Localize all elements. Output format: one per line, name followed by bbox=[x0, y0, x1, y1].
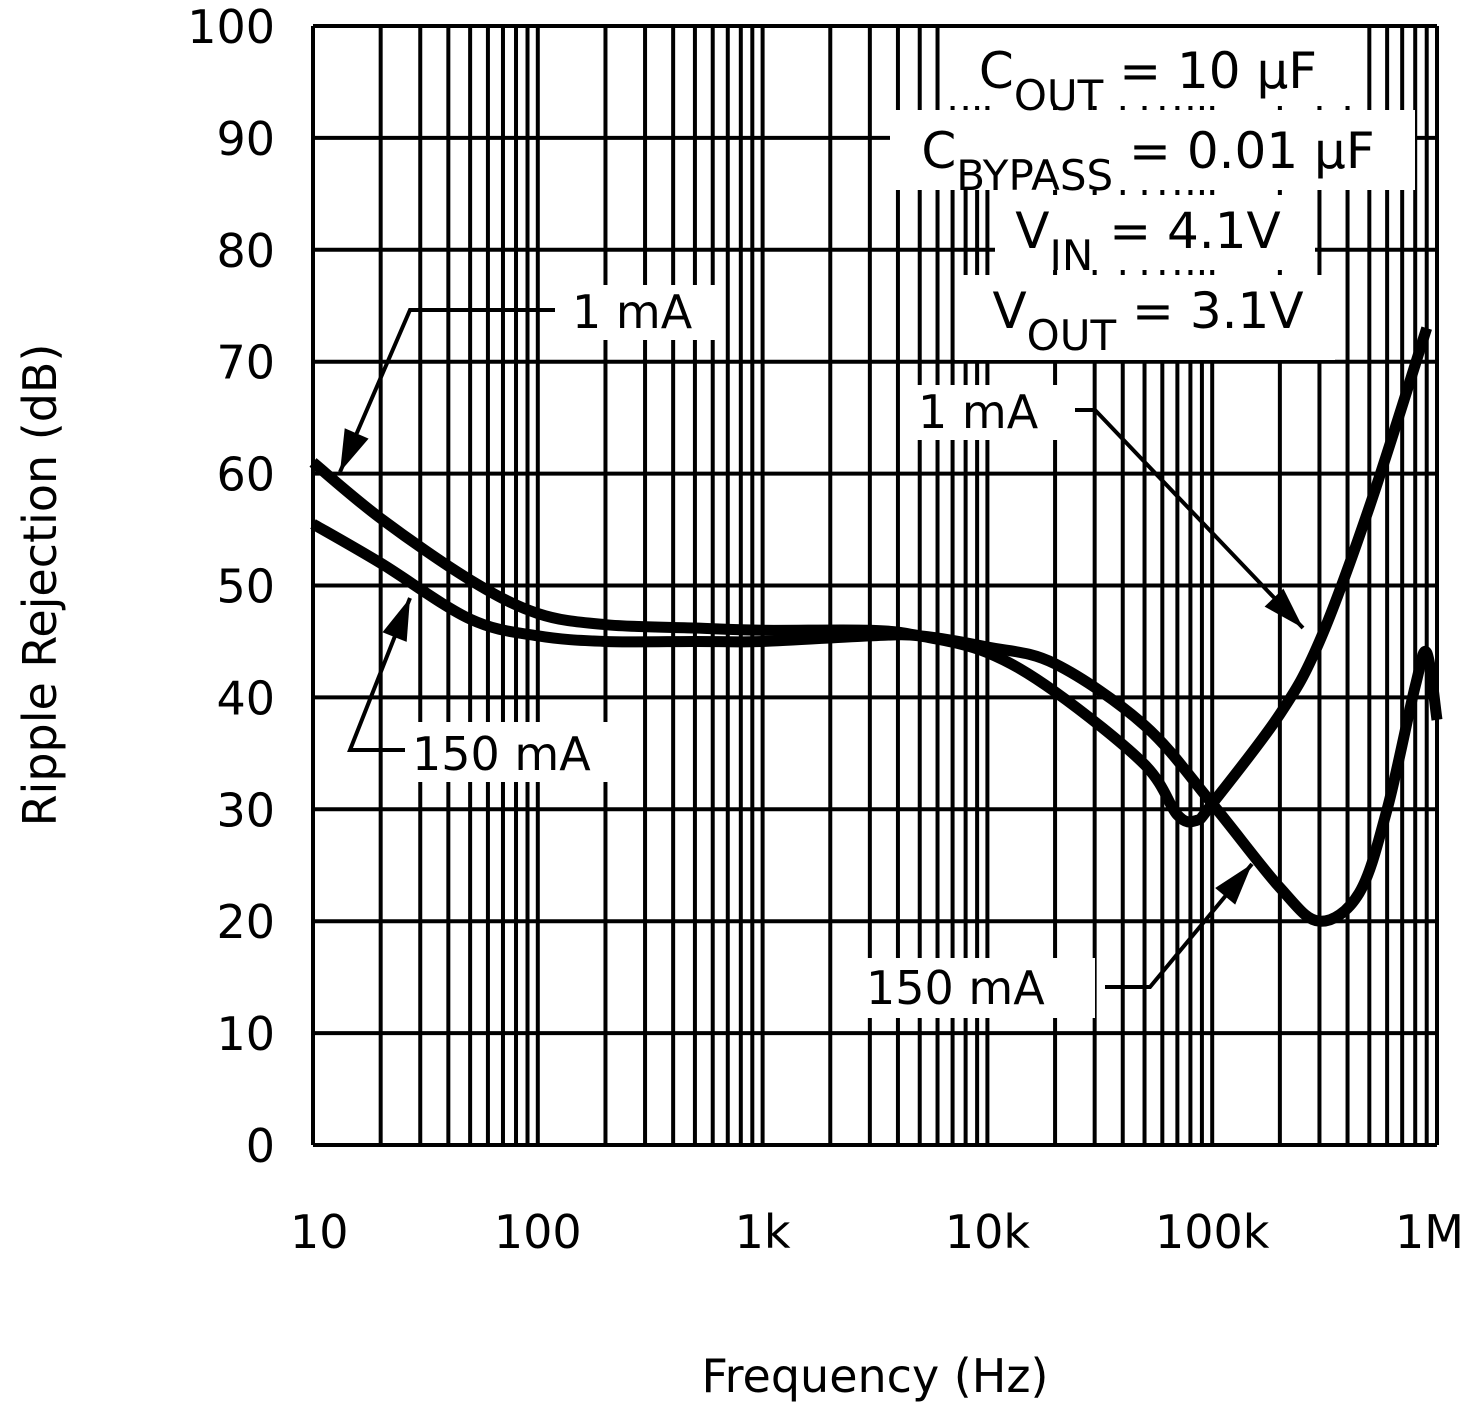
condition-line: CBYPASS = 0.01 µF bbox=[921, 122, 1374, 200]
y-tick-label: 100 bbox=[187, 0, 275, 54]
y-tick-labels: 0 10 20 30 40 50 60 70 80 90 100 bbox=[187, 0, 275, 1173]
condition-line: VOUT = 3.1V bbox=[992, 282, 1303, 360]
arrow-150ma-right-head bbox=[1215, 864, 1252, 905]
y-tick-label: 60 bbox=[216, 448, 275, 502]
arrow-150ma-left-head bbox=[382, 598, 410, 642]
x-tick-label: 10k bbox=[945, 1205, 1031, 1259]
y-tick-label: 90 bbox=[216, 112, 275, 166]
series-line-150ma bbox=[310, 519, 1443, 927]
x-tick-label: 1k bbox=[735, 1205, 791, 1259]
series-line-1ma bbox=[309, 326, 1432, 828]
y-tick-label: 50 bbox=[216, 560, 275, 614]
annotation-background bbox=[855, 958, 1095, 1018]
arrow-1ma-left bbox=[338, 308, 555, 473]
y-tick-label: 0 bbox=[246, 1119, 275, 1173]
annotation-background bbox=[995, 195, 1315, 270]
annotation-background bbox=[955, 275, 1335, 360]
x-tick-label: 1M bbox=[1395, 1205, 1464, 1259]
label-150ma-left: 150 mA bbox=[412, 727, 591, 781]
annotation-background bbox=[940, 28, 1355, 106]
x-tick-label: 100 bbox=[494, 1205, 582, 1259]
arrow-1ma-right-head bbox=[1264, 588, 1303, 628]
x-tick-label: 10 bbox=[290, 1205, 349, 1259]
condition-line: COUT = 10 µF bbox=[979, 42, 1317, 120]
y-tick-label: 30 bbox=[216, 783, 275, 837]
y-tick-label: 70 bbox=[216, 336, 275, 390]
label-1ma-right: 1 mA bbox=[918, 385, 1039, 439]
label-150ma-right: 150 mA bbox=[866, 961, 1045, 1015]
annotation-arrows bbox=[338, 308, 1305, 989]
series bbox=[309, 326, 1443, 927]
y-tick-label: 20 bbox=[216, 895, 275, 949]
y-tick-label: 80 bbox=[216, 224, 275, 278]
arrow-150ma-right bbox=[1105, 862, 1254, 989]
annotation-background bbox=[405, 722, 635, 782]
label-1ma-left: 1 mA bbox=[572, 285, 693, 339]
annotation-background bbox=[555, 285, 715, 340]
arrow-1ma-right bbox=[1075, 408, 1305, 630]
arrow-1ma-left-head bbox=[340, 428, 369, 472]
y-axis-label: Ripple Rejection (dB) bbox=[13, 344, 67, 827]
arrow-150ma-left bbox=[347, 597, 412, 752]
y-tick-label: 10 bbox=[216, 1007, 275, 1061]
annotation-backgrounds bbox=[405, 28, 1415, 1018]
annotation-background bbox=[905, 385, 1070, 440]
x-tick-label: 100k bbox=[1155, 1205, 1270, 1259]
x-tick-labels: 10 100 1k 10k 100k 1M bbox=[290, 1205, 1464, 1259]
annotation-background bbox=[890, 110, 1415, 190]
condition-line: VIN = 4.1V bbox=[1015, 202, 1280, 280]
y-tick-label: 40 bbox=[216, 671, 275, 725]
x-axis-label: Frequency (Hz) bbox=[702, 1349, 1049, 1403]
